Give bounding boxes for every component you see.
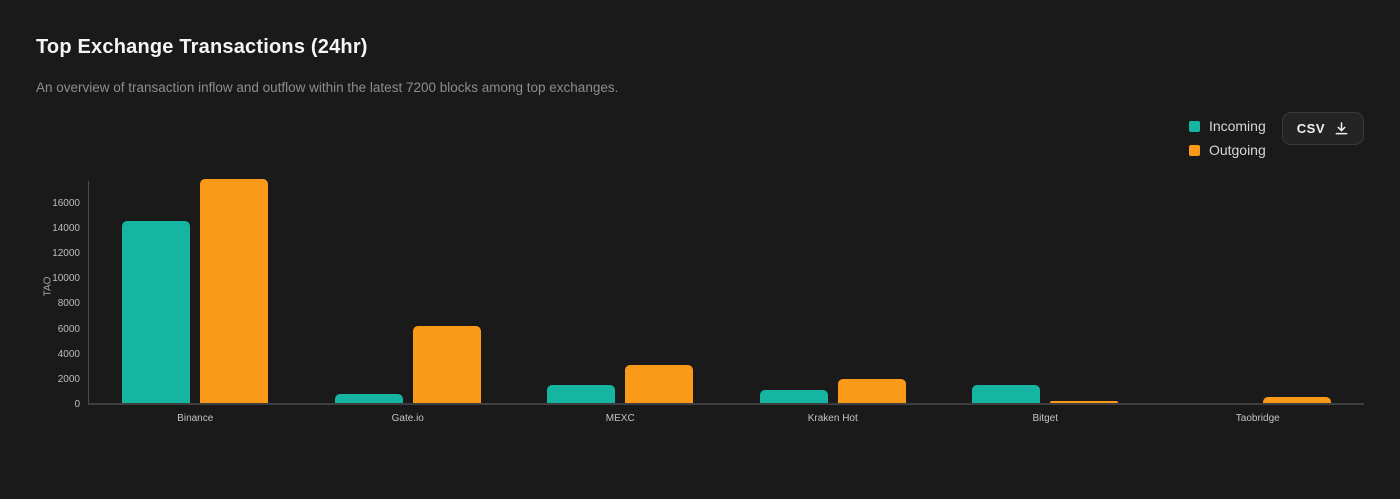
x-axis-label: Binance xyxy=(177,413,214,424)
y-tick-label: 2000 xyxy=(57,373,80,385)
bar-group-kraken-hot: Kraken Hot xyxy=(727,181,940,424)
x-axis-label: Bitget xyxy=(1032,413,1059,424)
page-subtitle: An overview of transaction inflow and ou… xyxy=(36,80,619,95)
plot-area: Binance Gate.io MEXC Kraken Hot Bitget Taobri… xyxy=(88,179,1365,424)
bar-chart: TAO 0 2000 4000 6000 8000 10000 12000 14000 1600… xyxy=(0,179,1400,441)
y-axis-ticks: 0 2000 4000 6000 8000 10000 12000 14000 16000 xyxy=(0,181,80,410)
bar-group-gate-io: Gate.io xyxy=(302,181,515,424)
bar-outgoing-mexc[interactable] xyxy=(625,365,694,403)
bar-outgoing-bitget[interactable] xyxy=(1050,401,1119,403)
y-tick-label: 6000 xyxy=(57,323,80,335)
y-tick-label: 14000 xyxy=(52,222,80,234)
bar-group-mexc: MEXC xyxy=(514,181,727,424)
y-tick-label: 10000 xyxy=(52,273,80,285)
y-tick-label: 8000 xyxy=(57,298,80,310)
legend-item-outgoing[interactable]: Outgoing xyxy=(1188,142,1266,158)
legend-swatch xyxy=(1188,144,1200,156)
chart-controls: Incoming Outgoing CSV xyxy=(1188,112,1364,158)
bar-outgoing-gate-io[interactable] xyxy=(412,326,481,403)
bar-incoming-kraken-hot[interactable] xyxy=(759,390,828,403)
csv-download-button[interactable]: CSV xyxy=(1281,112,1364,145)
bar-incoming-bitget[interactable] xyxy=(972,385,1041,403)
legend-swatch xyxy=(1188,120,1200,132)
bar-group-binance: Binance xyxy=(89,179,302,424)
x-axis-label: Taobridge xyxy=(1235,413,1280,424)
bar-outgoing-binance[interactable] xyxy=(200,179,269,403)
y-tick-label: 16000 xyxy=(52,197,80,209)
bar-outgoing-taobridge[interactable] xyxy=(1262,397,1331,403)
page-title: Top Exchange Transactions (24hr) xyxy=(36,36,368,58)
y-tick-label: 4000 xyxy=(57,348,80,360)
x-axis-label: MEXC xyxy=(605,413,635,424)
chart-legend: Incoming Outgoing xyxy=(1188,112,1266,158)
y-tick-label: 12000 xyxy=(52,248,80,259)
bar-incoming-gate-io[interactable] xyxy=(334,394,403,403)
bar-group-bitget: Bitget xyxy=(939,181,1152,424)
bar-group-taobridge: Taobridge xyxy=(1152,181,1365,424)
x-axis-label: Kraken Hot xyxy=(807,413,858,424)
csv-button-label: CSV xyxy=(1296,121,1325,136)
legend-label: Outgoing xyxy=(1208,142,1266,158)
bar-incoming-mexc[interactable] xyxy=(547,385,616,403)
legend-label: Incoming xyxy=(1208,118,1266,134)
bar-outgoing-kraken-hot[interactable] xyxy=(837,379,906,403)
bar-incoming-binance[interactable] xyxy=(122,221,191,403)
legend-item-incoming[interactable]: Incoming xyxy=(1188,118,1266,134)
download-icon xyxy=(1335,122,1348,135)
y-tick-label: 0 xyxy=(74,399,80,410)
x-axis-label: Gate.io xyxy=(391,413,424,424)
